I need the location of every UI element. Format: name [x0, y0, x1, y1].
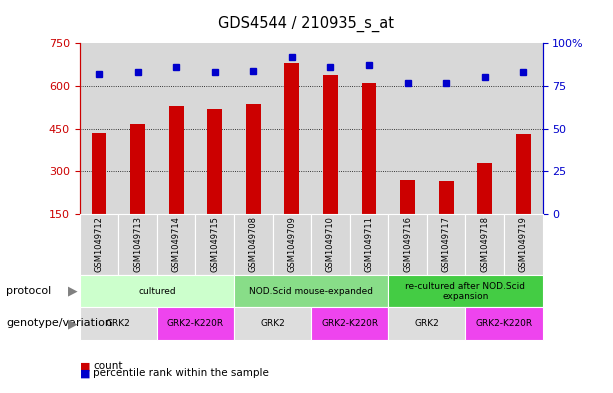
Text: GSM1049719: GSM1049719 — [519, 216, 528, 272]
Text: ▶: ▶ — [67, 317, 77, 330]
Text: GRK2-K220R: GRK2-K220R — [167, 319, 224, 328]
Text: GSM1049712: GSM1049712 — [94, 216, 104, 272]
Bar — [516, 134, 531, 214]
Bar — [246, 105, 261, 214]
Text: percentile rank within the sample: percentile rank within the sample — [93, 368, 269, 378]
Text: GSM1049715: GSM1049715 — [210, 216, 219, 272]
Bar — [273, 43, 311, 214]
Bar — [130, 123, 145, 214]
Text: GSM1049710: GSM1049710 — [326, 216, 335, 272]
Text: cultured: cultured — [138, 287, 176, 296]
Text: GSM1049717: GSM1049717 — [441, 216, 451, 272]
Text: GSM1049713: GSM1049713 — [133, 216, 142, 272]
Bar — [91, 133, 107, 214]
Bar — [284, 63, 299, 214]
Bar — [349, 43, 388, 214]
Text: count: count — [93, 361, 123, 371]
Bar — [80, 43, 118, 214]
Text: ▶: ▶ — [67, 285, 77, 298]
Text: GSM1049718: GSM1049718 — [480, 216, 489, 272]
Bar — [207, 109, 222, 214]
Bar — [311, 43, 349, 214]
Bar — [169, 106, 183, 214]
Text: GDS4544 / 210935_s_at: GDS4544 / 210935_s_at — [218, 16, 395, 32]
Text: GRK2-K220R: GRK2-K220R — [475, 319, 533, 328]
Bar — [504, 43, 543, 214]
Bar — [388, 43, 427, 214]
Text: GSM1049708: GSM1049708 — [249, 216, 257, 272]
Text: GRK2: GRK2 — [414, 319, 439, 328]
Text: genotype/variation: genotype/variation — [6, 318, 112, 329]
Bar — [234, 43, 273, 214]
Bar — [157, 43, 196, 214]
Text: GSM1049714: GSM1049714 — [172, 216, 181, 272]
Text: GSM1049709: GSM1049709 — [287, 216, 296, 272]
Bar — [439, 182, 454, 214]
Text: ■: ■ — [80, 361, 90, 371]
Bar — [465, 43, 504, 214]
Text: GRK2-K220R: GRK2-K220R — [321, 319, 378, 328]
Bar — [362, 83, 376, 214]
Bar — [400, 180, 415, 214]
Bar — [427, 43, 465, 214]
Bar — [118, 43, 157, 214]
Text: GSM1049716: GSM1049716 — [403, 216, 412, 272]
Text: NOD.Scid mouse-expanded: NOD.Scid mouse-expanded — [249, 287, 373, 296]
Bar — [196, 43, 234, 214]
Text: ■: ■ — [80, 368, 90, 378]
Text: GSM1049711: GSM1049711 — [365, 216, 373, 272]
Bar — [478, 163, 492, 214]
Text: GRK2: GRK2 — [106, 319, 131, 328]
Text: re-cultured after NOD.Scid
expansion: re-cultured after NOD.Scid expansion — [405, 281, 525, 301]
Bar — [323, 75, 338, 214]
Text: protocol: protocol — [6, 286, 51, 296]
Text: GRK2: GRK2 — [260, 319, 285, 328]
